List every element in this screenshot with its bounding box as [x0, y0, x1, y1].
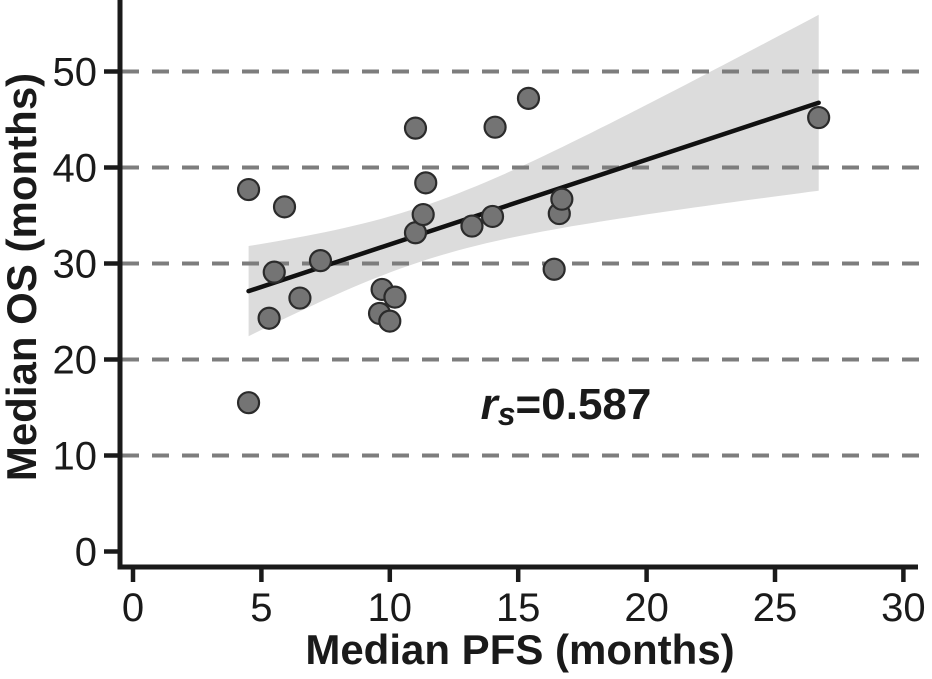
- data-point: [550, 187, 574, 211]
- data-point: [403, 116, 428, 140]
- data-point: [414, 171, 438, 195]
- data-point: [411, 202, 435, 227]
- y-tick-label: 30: [53, 243, 98, 287]
- y-tick-label: 0: [75, 531, 97, 575]
- x-tick-label: 15: [496, 586, 541, 630]
- x-tick-label: 5: [250, 586, 272, 630]
- y-tick-label: 20: [53, 339, 98, 383]
- x-tick-label: 25: [753, 586, 798, 630]
- correlation-annotation: rs=0.587: [481, 380, 652, 432]
- data-point: [257, 306, 281, 330]
- data-point: [236, 391, 261, 415]
- data-point: [383, 285, 407, 309]
- data-point: [308, 249, 333, 273]
- data-point: [542, 257, 566, 281]
- data-point: [378, 309, 402, 333]
- data-point: [288, 286, 312, 310]
- data-point: [483, 115, 507, 139]
- data-point: [262, 260, 286, 284]
- y-tick-label: 10: [53, 435, 98, 479]
- data-point: [516, 86, 541, 110]
- x-tick-label: 10: [368, 586, 413, 630]
- confidence-band: [248, 14, 819, 337]
- data-point: [236, 177, 261, 202]
- regression-line: [246, 100, 821, 294]
- x-axis-title: Median PFS (months): [305, 626, 734, 673]
- x-tick-label: 30: [881, 586, 926, 630]
- data-point: [807, 105, 831, 130]
- data-point: [272, 195, 297, 219]
- x-tick-label: 0: [122, 586, 144, 630]
- data-point: [460, 214, 484, 238]
- x-tick-label: 20: [624, 586, 669, 630]
- y-tick-label: 50: [53, 51, 98, 95]
- y-tick-label: 40: [53, 147, 98, 191]
- y-axis-title: Median OS (months): [0, 73, 45, 481]
- data-point: [480, 204, 505, 229]
